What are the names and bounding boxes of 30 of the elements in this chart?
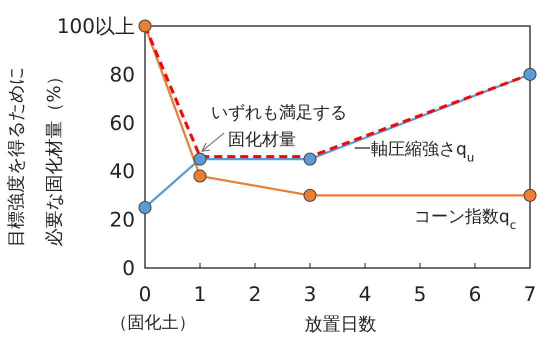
series-label: コーン指数q$_{c}$ (414, 207, 516, 232)
series-label: いずれも満足する (211, 102, 347, 123)
point (138, 20, 152, 32)
x-tick-label: 7 (524, 282, 536, 306)
text: 目標強度を得るために (6, 67, 27, 247)
point (194, 152, 206, 166)
point (304, 152, 316, 166)
point (524, 188, 536, 202)
y-tick-label: 60 (110, 110, 135, 135)
x-tick-label: 5 (414, 282, 426, 306)
point (194, 170, 206, 183)
x-axis-title: 放置日数 (304, 314, 376, 335)
x-tick-label: 4 (358, 282, 372, 306)
x-tick-label: 1 (194, 282, 206, 306)
point (304, 188, 316, 202)
y-tick-label: 0 (122, 256, 135, 280)
text: （固化土） (110, 313, 196, 333)
y-tick-label: 40 (110, 159, 135, 184)
point (138, 201, 152, 214)
annotation: 固化材量 (228, 130, 296, 150)
y-tick-label: 100以上 (56, 14, 135, 38)
text: 必要な固化材量（%） (44, 67, 65, 247)
series-label: 一軸圧縮強さq$_{u}$ (354, 139, 474, 164)
y-tick-label: 20 (110, 208, 135, 232)
point (524, 68, 536, 81)
x-tick-label: 2 (248, 282, 262, 306)
y-tick-label: 80 (110, 62, 135, 86)
x-tick-label: 3 (304, 282, 316, 306)
x-tick-label: 0 (138, 282, 152, 306)
x-tick-label: 6 (468, 282, 482, 306)
